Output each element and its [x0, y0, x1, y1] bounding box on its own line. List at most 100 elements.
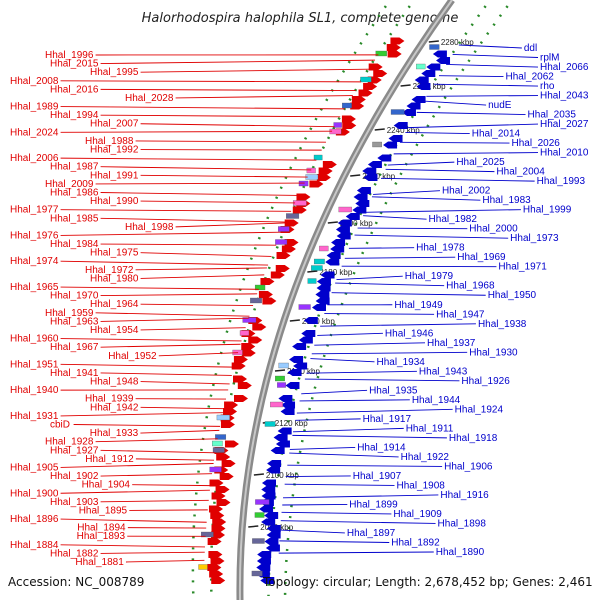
gene-label-hhal-1927[interactable]: Hhal_1927: [50, 445, 99, 456]
gene-label-hhal-1976[interactable]: Hhal_1976: [10, 230, 59, 241]
gene-label-hhal-2035[interactable]: Hhal_2035: [528, 110, 577, 121]
gene-label-hhal-1975[interactable]: Hhal_1975: [90, 248, 139, 259]
gene-label-hhal-1916[interactable]: Hhal_1916: [440, 490, 489, 501]
gene-label-hhal-1938[interactable]: Hhal_1938: [478, 319, 527, 330]
gene-label-hhal-2004[interactable]: Hhal_2004: [496, 167, 545, 178]
gene-label-hhal-1993[interactable]: Hhal_1993: [537, 176, 586, 187]
gene-label-hhal-1987[interactable]: Hhal_1987: [50, 162, 99, 173]
gene-label-hhal-1972[interactable]: Hhal_1972: [85, 265, 134, 276]
gene-label-hhal-1992[interactable]: Hhal_1992: [90, 145, 139, 156]
gene-label-hhal-1968[interactable]: Hhal_1968: [446, 281, 495, 292]
gene-label-hhal-2024[interactable]: Hhal_2024: [10, 127, 59, 138]
gene-label-hhal-1946[interactable]: Hhal_1946: [385, 328, 434, 339]
gene-label-hhal-1944[interactable]: Hhal_1944: [412, 395, 461, 406]
gene-label-hhal-1937[interactable]: Hhal_1937: [427, 338, 476, 349]
gene-label-hhal-2000[interactable]: Hhal_2000: [469, 224, 518, 235]
gene-label-hhal-1912[interactable]: Hhal_1912: [85, 454, 134, 465]
gene-label-hhal-2062[interactable]: Hhal_2062: [505, 72, 554, 83]
gene-label-hhal-2025[interactable]: Hhal_2025: [456, 157, 505, 168]
gene-label-hhal-1994[interactable]: Hhal_1994: [50, 110, 99, 121]
gene-label-hhal-1978[interactable]: Hhal_1978: [416, 243, 465, 254]
gene-label-hhal-2066[interactable]: Hhal_2066: [540, 62, 589, 73]
gene-label-hhal-1948[interactable]: Hhal_1948: [90, 377, 139, 388]
gene-label-hhal-1979[interactable]: Hhal_1979: [405, 271, 454, 282]
gene-label-hhal-1930[interactable]: Hhal_1930: [469, 347, 518, 358]
gene-label-hhal-1900[interactable]: Hhal_1900: [10, 488, 59, 499]
gene-label-hhal-1908[interactable]: Hhal_1908: [396, 480, 445, 491]
gene-label-hhal-1906[interactable]: Hhal_1906: [444, 461, 493, 472]
gene-label-hhal-1986[interactable]: Hhal_1986: [50, 187, 99, 198]
gene-label-hhal-1952[interactable]: Hhal_1952: [108, 351, 157, 362]
gene-label-hhal-1949[interactable]: Hhal_1949: [394, 300, 443, 311]
gene-label-hhal-1990[interactable]: Hhal_1990: [90, 196, 139, 207]
gene-label-hhal-2028[interactable]: Hhal_2028: [125, 93, 174, 104]
gene-label-hhal-1911[interactable]: Hhal_1911: [406, 423, 454, 434]
gene-label-hhal-1988[interactable]: Hhal_1988: [85, 136, 134, 147]
gene-label-hhal-1934[interactable]: Hhal_1934: [376, 357, 425, 368]
gene-label-ddl[interactable]: ddl: [524, 43, 537, 54]
gene-label-hhal-1933[interactable]: Hhal_1933: [90, 428, 139, 439]
gene-label-hhal-1909[interactable]: Hhal_1909: [393, 509, 442, 520]
gene-label-hhal-1918[interactable]: Hhal_1918: [449, 433, 498, 444]
gene-label-cbid[interactable]: cbiD: [50, 420, 70, 431]
gene-label-hhal-1974[interactable]: Hhal_1974: [10, 256, 59, 267]
gene-label-hhal-1941[interactable]: Hhal_1941: [50, 368, 99, 379]
gene-label-nude[interactable]: nudE: [488, 100, 512, 111]
gene-label-hhal-1928[interactable]: Hhal_1928: [45, 437, 94, 448]
gene-label-hhal-1947[interactable]: Hhal_1947: [436, 309, 485, 320]
gene-label-hhal-1882[interactable]: Hhal_1882: [50, 548, 99, 559]
gene-label-hhal-1894[interactable]: Hhal_1894: [77, 523, 126, 534]
gene-label-hhal-1991[interactable]: Hhal_1991: [90, 170, 139, 181]
gene-label-hhal-1980[interactable]: Hhal_1980: [90, 273, 139, 284]
gene-label-hhal-1965[interactable]: Hhal_1965: [10, 282, 59, 293]
gene-label-hhal-1970[interactable]: Hhal_1970: [50, 291, 99, 302]
gene-label-hhal-2026[interactable]: Hhal_2026: [511, 138, 560, 149]
gene-label-rho[interactable]: rho: [540, 81, 555, 92]
gene-label-hhal-2007[interactable]: Hhal_2007: [90, 119, 139, 130]
gene-label-hhal-1996[interactable]: Hhal_1996: [45, 50, 94, 61]
gene-label-hhal-1954[interactable]: Hhal_1954: [90, 325, 139, 336]
gene-labels[interactable]: Hhal_1996Hhal_2015Hhal_1995Hhal_2008Hhal…: [10, 43, 589, 568]
gene-label-hhal-1890[interactable]: Hhal_1890: [436, 547, 485, 558]
gene-label-hhal-2043[interactable]: Hhal_2043: [540, 91, 589, 102]
gene-label-hhal-1914[interactable]: Hhal_1914: [357, 442, 406, 453]
gene-label-hhal-1893[interactable]: Hhal_1893: [77, 531, 126, 542]
gene-label-hhal-1884[interactable]: Hhal_1884: [10, 540, 59, 551]
gene-label-hhal-2015[interactable]: Hhal_2015: [50, 59, 99, 70]
gene-label-hhal-1926[interactable]: Hhal_1926: [461, 376, 510, 387]
gene-label-hhal-1995[interactable]: Hhal_1995: [90, 67, 139, 78]
gene-label-hhal-1907[interactable]: Hhal_1907: [353, 471, 402, 482]
gene-label-hhal-2014[interactable]: Hhal_2014: [472, 129, 521, 140]
gene-label-hhal-1951[interactable]: Hhal_1951: [10, 359, 59, 370]
gene-label-hhal-1939[interactable]: Hhal_1939: [85, 394, 134, 405]
gene-label-hhal-1922[interactable]: Hhal_1922: [401, 452, 450, 463]
gene-label-hhal-1984[interactable]: Hhal_1984: [50, 239, 99, 250]
gene-label-hhal-1999[interactable]: Hhal_1999: [523, 205, 572, 216]
gene-label-hhal-1892[interactable]: Hhal_1892: [391, 537, 440, 548]
gene-label-hhal-1998[interactable]: Hhal_1998: [125, 222, 174, 233]
gene-label-hhal-1943[interactable]: Hhal_1943: [419, 366, 468, 377]
gene-label-hhal-1895[interactable]: Hhal_1895: [79, 505, 128, 516]
gene-label-hhal-1989[interactable]: Hhal_1989: [10, 102, 59, 113]
gene-label-hhal-2008[interactable]: Hhal_2008: [10, 76, 59, 87]
gene-label-hhal-1982[interactable]: Hhal_1982: [429, 214, 478, 225]
gene-label-hhal-1903[interactable]: Hhal_1903: [50, 497, 99, 508]
gene-label-hhal-1973[interactable]: Hhal_1973: [510, 233, 559, 244]
gene-label-hhal-1942[interactable]: Hhal_1942: [90, 402, 139, 413]
gene-label-hhal-1967[interactable]: Hhal_1967: [50, 342, 99, 353]
gene-label-hhal-2006[interactable]: Hhal_2006: [10, 153, 59, 164]
gene-label-hhal-2009[interactable]: Hhal_2009: [45, 179, 94, 190]
gene-label-hhal-1935[interactable]: Hhal_1935: [369, 385, 418, 396]
gene-label-hhal-1983[interactable]: Hhal_1983: [482, 195, 531, 206]
gene-label-hhal-1917[interactable]: Hhal_1917: [363, 414, 412, 425]
gene-label-hhal-1985[interactable]: Hhal_1985: [50, 213, 99, 224]
gene-label-hhal-1950[interactable]: Hhal_1950: [488, 290, 537, 301]
gene-label-hhal-1924[interactable]: Hhal_1924: [455, 404, 504, 415]
gene-label-hhal-1971[interactable]: Hhal_1971: [498, 262, 547, 273]
gene-label-hhal-1969[interactable]: Hhal_1969: [457, 252, 506, 263]
gene-label-hhal-2016[interactable]: Hhal_2016: [50, 84, 99, 95]
gene-label-hhal-1977[interactable]: Hhal_1977: [10, 205, 59, 216]
gene-label-hhal-1881[interactable]: Hhal_1881: [75, 557, 124, 568]
gene-label-hhal-2002[interactable]: Hhal_2002: [442, 186, 491, 197]
gene-label-hhal-1940[interactable]: Hhal_1940: [10, 385, 59, 396]
